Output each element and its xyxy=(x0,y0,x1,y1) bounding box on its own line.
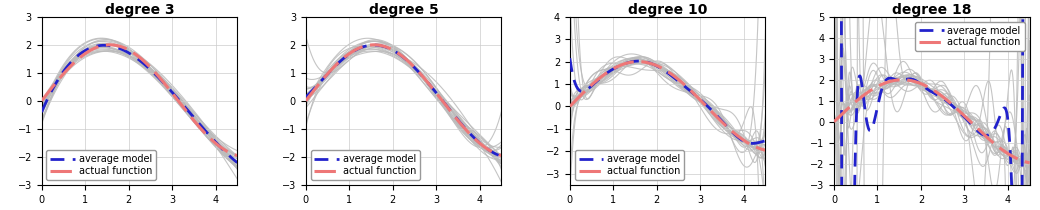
actual function xyxy=(363,44,375,46)
Title: degree 5: degree 5 xyxy=(368,3,439,17)
Title: degree 10: degree 10 xyxy=(628,3,707,17)
actual function xyxy=(178,107,190,110)
average model xyxy=(100,44,112,47)
actual function xyxy=(969,126,982,128)
actual function xyxy=(300,100,312,102)
average model xyxy=(59,68,72,71)
actual function xyxy=(231,154,243,157)
average model xyxy=(906,78,918,80)
actual function xyxy=(442,107,454,110)
average model xyxy=(35,111,48,113)
actual function xyxy=(441,106,453,109)
average model xyxy=(747,142,759,145)
average model xyxy=(423,83,436,85)
average model xyxy=(564,57,576,59)
Line: actual function: actual function xyxy=(570,62,765,150)
average model xyxy=(970,129,983,131)
actual function xyxy=(159,83,172,85)
average model xyxy=(892,79,905,81)
average model xyxy=(706,109,719,112)
actual function xyxy=(627,61,640,63)
Line: average model: average model xyxy=(570,58,765,143)
actual function xyxy=(828,121,840,123)
actual function xyxy=(687,92,700,94)
actual function xyxy=(495,154,508,157)
actual function xyxy=(423,83,436,85)
Title: degree 3: degree 3 xyxy=(105,3,175,17)
average model xyxy=(367,44,380,46)
actual function xyxy=(564,105,576,108)
actual function xyxy=(177,106,189,109)
actual function xyxy=(952,108,964,111)
Legend: average model, actual function: average model, actual function xyxy=(47,150,156,180)
average model xyxy=(378,45,390,48)
Legend: average model, actual function: average model, actual function xyxy=(915,22,1024,51)
actual function xyxy=(906,80,918,82)
average model xyxy=(177,104,189,106)
actual function xyxy=(113,45,126,47)
average model xyxy=(686,92,699,94)
actual function xyxy=(59,71,72,73)
Line: actual function: actual function xyxy=(42,45,237,156)
Title: degree 18: degree 18 xyxy=(892,3,971,17)
Legend: average model, actual function: average model, actual function xyxy=(311,150,420,180)
Line: average model: average model xyxy=(834,0,1030,210)
Line: average model: average model xyxy=(42,45,237,163)
actual function xyxy=(323,71,336,73)
actual function xyxy=(852,99,864,101)
actual function xyxy=(378,45,390,47)
average model xyxy=(178,105,190,108)
Line: average model: average model xyxy=(306,45,501,156)
actual function xyxy=(891,79,904,81)
average model xyxy=(159,83,172,86)
actual function xyxy=(99,44,111,46)
average model xyxy=(641,61,653,63)
actual function xyxy=(104,43,116,46)
average model xyxy=(852,84,864,87)
average model xyxy=(442,107,454,110)
average model xyxy=(952,109,964,112)
actual function xyxy=(970,126,983,129)
actual function xyxy=(895,79,908,81)
average model xyxy=(98,44,110,47)
average model xyxy=(705,108,718,111)
actual function xyxy=(1023,162,1036,164)
average model xyxy=(759,140,772,142)
Legend: average model, actual function: average model, actual function xyxy=(575,150,684,180)
actual function xyxy=(705,110,718,113)
average model xyxy=(231,161,243,164)
actual function xyxy=(35,100,48,102)
average model xyxy=(363,44,375,47)
average model xyxy=(300,96,312,98)
Line: actual function: actual function xyxy=(306,45,501,156)
actual function xyxy=(588,82,600,85)
actual function xyxy=(759,149,772,151)
actual function xyxy=(706,112,719,114)
average model xyxy=(627,60,640,63)
actual function xyxy=(367,43,380,46)
average model xyxy=(323,71,336,74)
actual function xyxy=(642,62,654,64)
actual function xyxy=(631,60,644,63)
average model xyxy=(969,128,982,130)
average model xyxy=(441,106,453,108)
average model xyxy=(113,47,126,50)
Line: actual function: actual function xyxy=(834,80,1030,163)
average model xyxy=(588,83,600,85)
average model xyxy=(495,155,508,158)
